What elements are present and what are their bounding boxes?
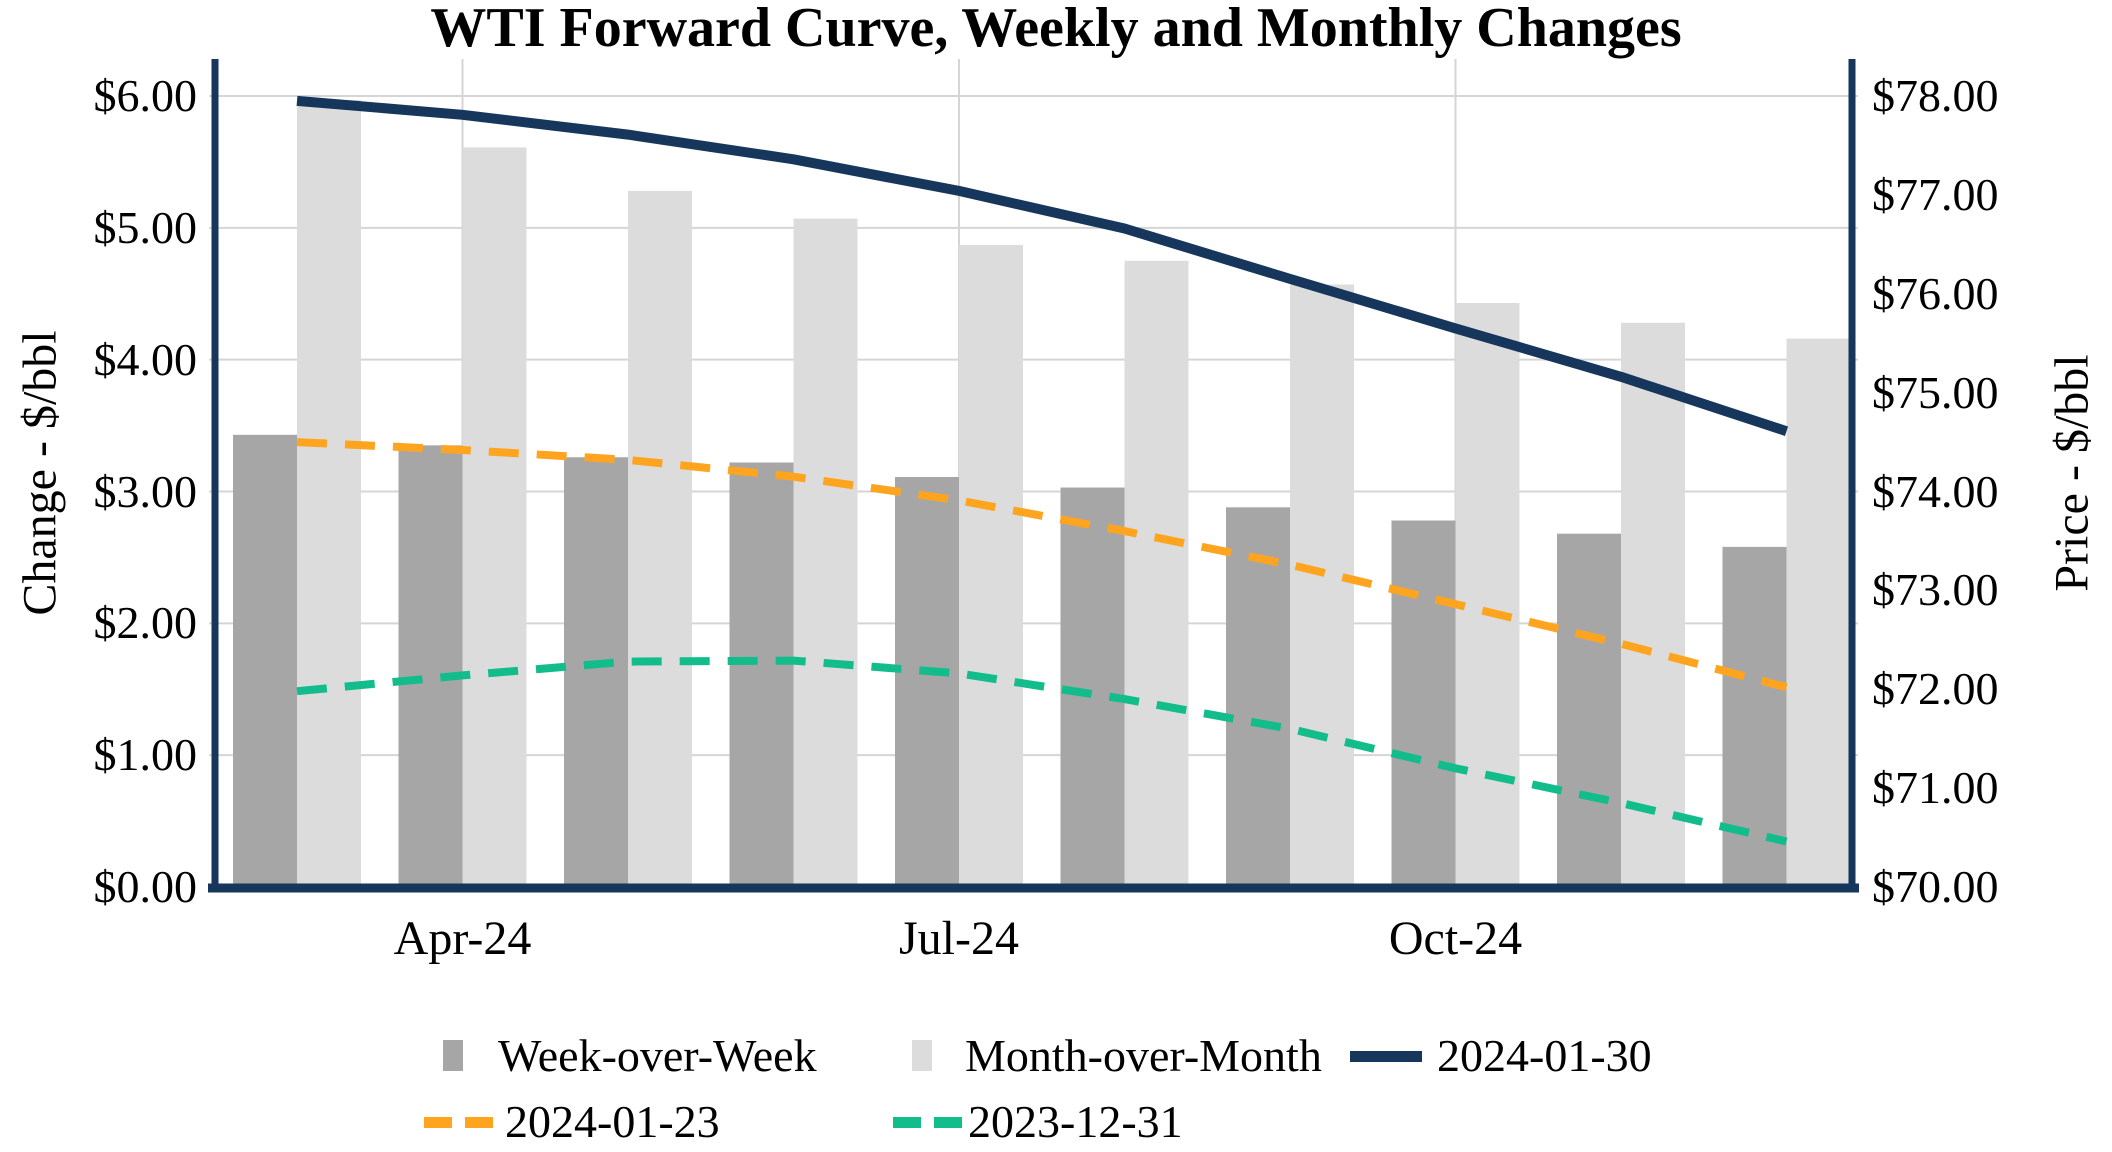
legend-label-2023-12-31: 2023-12-31 — [968, 1096, 1183, 1147]
legend-label-Week-over-Week: Week-over-Week — [498, 1030, 817, 1081]
mom-bar — [297, 99, 361, 887]
mom-bar — [1124, 260, 1189, 888]
mom-bar — [1290, 284, 1354, 887]
legend-swatch-line-2024-01-30 — [1350, 1051, 1422, 1062]
price-line-2024-01-23 — [296, 438, 1788, 692]
legend-swatch-bar-Month-over-Month — [912, 1040, 932, 1071]
right-axis-tick-label: $70.00 — [1872, 861, 1999, 912]
right-axis-tick-label: $77.00 — [1872, 168, 1999, 220]
price-line-2023-12-31 — [296, 656, 1788, 846]
x-axis-tick-label: Jul-24 — [899, 912, 1019, 965]
mom-bar — [462, 147, 527, 888]
mom-bar — [1786, 338, 1851, 887]
right-axis-tick-label: $71.00 — [1872, 762, 1999, 814]
wow-bar — [398, 445, 463, 887]
legend-label-Month-over-Month: Month-over-Month — [965, 1030, 1322, 1081]
right-axis-tick-label: $78.00 — [1872, 70, 1999, 121]
left-axis-tick-label: $0.00 — [93, 861, 198, 912]
left-axis-tick-label: $5.00 — [93, 201, 198, 253]
right-axis-tick-label: $73.00 — [1872, 564, 1999, 616]
legend-swatch-dash-2024-01-23 — [424, 1117, 452, 1128]
left-axis-tick-label: $4.00 — [93, 333, 198, 385]
legend-label-2024-01-23: 2024-01-23 — [505, 1096, 720, 1147]
left-axis-tick-label: $1.00 — [93, 729, 198, 781]
mom-bar — [1621, 322, 1685, 888]
legend-swatch-dash-2023-12-31 — [893, 1117, 921, 1128]
wow-bar — [233, 434, 297, 887]
wow-bar — [895, 476, 959, 887]
right-axis-tick-label: $76.00 — [1872, 267, 1999, 319]
left-axis-tick-label: $6.00 — [93, 70, 198, 121]
wow-bar — [564, 457, 628, 887]
left-axis-tick-label: $2.00 — [93, 597, 198, 649]
mom-bar — [1455, 302, 1520, 887]
right-axis-title: Price - $/bbl — [2045, 354, 2099, 592]
mom-bar — [959, 244, 1023, 887]
legend-swatch-bar-Week-over-Week — [443, 1040, 463, 1071]
wow-bar — [729, 462, 794, 887]
legend-label-2024-01-30: 2024-01-30 — [1437, 1030, 1652, 1081]
x-axis-tick-label: Apr-24 — [393, 912, 532, 965]
wow-bar — [1226, 507, 1290, 887]
right-axis-tick-label: $74.00 — [1872, 465, 1999, 517]
x-axis-tick-label: Oct-24 — [1388, 912, 1523, 965]
price-line-2024-01-30 — [296, 95, 1789, 436]
chart-title: WTI Forward Curve, Weekly and Monthly Ch… — [430, 0, 1682, 59]
legend-swatch-dash-2023-12-31 — [934, 1117, 962, 1128]
mom-bar — [628, 190, 692, 888]
left-axis-tick-label: $3.00 — [93, 465, 198, 517]
right-axis-tick-label: $75.00 — [1872, 366, 1999, 418]
legend-swatch-dash-2024-01-23 — [465, 1117, 493, 1128]
wow-bar — [1391, 520, 1456, 887]
right-axis-tick-label: $72.00 — [1872, 663, 1999, 715]
wow-bar — [1557, 533, 1621, 887]
mom-bar — [793, 218, 858, 888]
